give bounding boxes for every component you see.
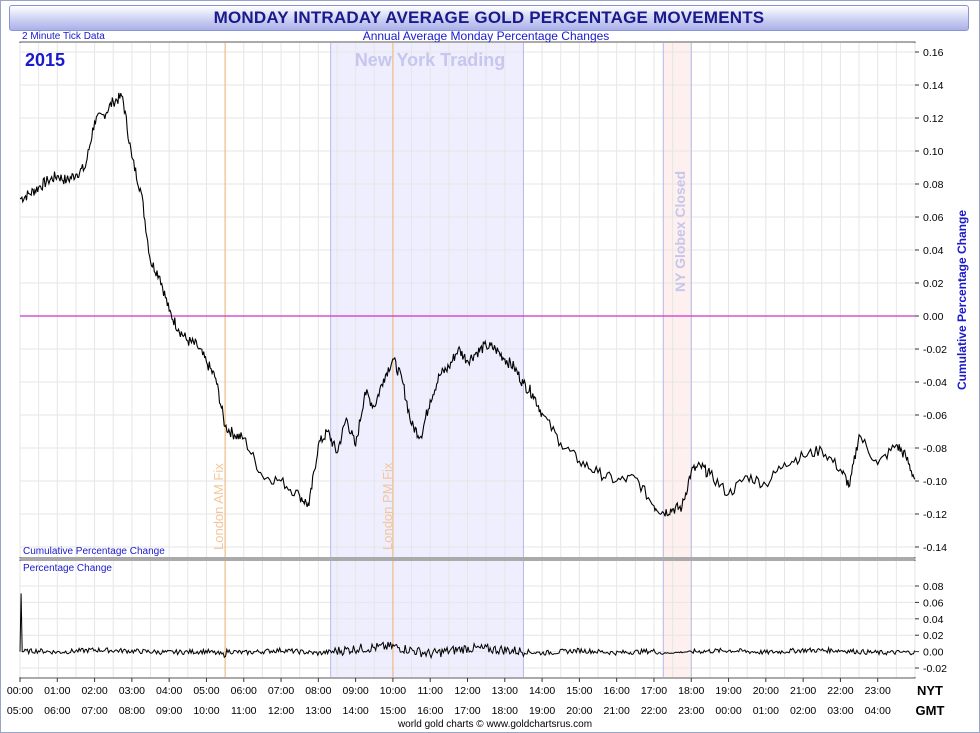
x-tick-label-gmt: 14:00 [342,705,368,717]
credit-label: world gold charts © www.goldchartsrus.co… [397,719,592,730]
x-tick-label-gmt: 23:00 [678,705,704,717]
x-tick-label-gmt: 10:00 [193,705,219,717]
x-axis-gmt: 05:00 06:00 07:00 08:00 09:00 10:00 11:00 12:00… [7,705,891,717]
x-tick-label-gmt: 00:00 [715,705,741,717]
x-tick-label-nyt: 11:00 [417,685,443,697]
y-tick-label: 0.06 [923,212,944,224]
y-tick-label: -0.04 [923,377,947,389]
x-tick-label-gmt: 20:00 [566,705,592,717]
x-tick-label-gmt: 06:00 [44,705,70,717]
x-tick-label-nyt: 15:00 [566,685,592,697]
band-edges [330,43,692,677]
x-tick-label-gmt: 02:00 [790,705,816,717]
chart-subtitle: Annual Average Monday Percentage Changes [363,29,610,43]
y-tick-label: -0.12 [923,509,947,521]
globex-closed-band [663,43,692,557]
x-tick-label-nyt: 21:00 [790,685,816,697]
nyt-label: NYT [917,683,943,698]
percentage-series-line [19,593,916,660]
x-tick-label-nyt: 07:00 [268,685,294,697]
y-tick-label: 0.10 [923,146,944,158]
x-tick-label-gmt: 19:00 [529,705,555,717]
y-tick-label-lower: 0.06 [923,597,944,609]
gmt-label: GMT [916,703,945,718]
y-tick-label: 0.08 [923,179,944,191]
x-tick-label-nyt: 16:00 [604,685,630,697]
fix-lines [224,43,394,677]
y-axis-top: 0.16 0.14 0.12 0.10 0.08 0.06 0.04 0.02 0.00 -0.0… [915,47,947,554]
x-axis-nyt: 00:00 01:00 02:00 03:00 04:00 05:00 06:00 07:00… [7,678,891,697]
title-bar: MONDAY INTRADAY AVERAGE GOLD PERCENTAGE … [9,5,969,31]
x-tick-label-nyt: 19:00 [715,685,741,697]
year-label: 2015 [25,50,65,70]
x-tick-label-nyt: 09:00 [342,685,368,697]
x-tick-label-nyt: 06:00 [231,685,257,697]
x-tick-label-gmt: 16:00 [417,705,443,717]
x-tick-label-nyt: 23:00 [865,685,891,697]
bottom-panel-label: Percentage Change [23,563,112,574]
x-tick-label-nyt: 12:00 [454,685,480,697]
y-tick-label: -0.10 [923,476,947,488]
x-tick-label-nyt: 17:00 [641,685,667,697]
x-tick-label-gmt: 09:00 [156,705,182,717]
x-tick-label-gmt: 07:00 [81,705,107,717]
y-tick-label-lower: -0.02 [923,663,947,675]
ny-trading-band [330,43,524,557]
x-tick-label-nyt: 22:00 [827,685,853,697]
x-tick-label-gmt: 12:00 [268,705,294,717]
chart-title: MONDAY INTRADAY AVERAGE GOLD PERCENTAGE … [213,8,765,27]
y-tick-label-lower: 0.08 [923,581,944,593]
y-tick-label-lower: 0.04 [923,614,944,626]
x-tick-label-gmt: 17:00 [454,705,480,717]
x-tick-label-nyt: 04:00 [156,685,182,697]
x-tick-label-gmt: 22:00 [641,705,667,717]
x-tick-label-nyt: 18:00 [678,685,704,697]
x-tick-label-nyt: 02:00 [81,685,107,697]
y-tick-label: 0.14 [923,80,944,92]
x-tick-label-nyt: 10:00 [380,685,406,697]
y-tick-label-lower: 0.02 [923,630,944,642]
ny-trading-label: New York Trading [355,50,505,70]
y-axis-bottom: 0.08 0.06 0.04 0.02 0.00 -0.02 [915,581,947,675]
right-axis-label: Cumulative Percentage Change [955,210,969,390]
x-tick-label-gmt: 18:00 [492,705,518,717]
x-tick-label-gmt: 21:00 [604,705,630,717]
x-tick-label-gmt: 01:00 [753,705,779,717]
x-tick-label-nyt: 01:00 [44,685,70,697]
x-tick-label-nyt: 14:00 [529,685,555,697]
y-tick-label: -0.06 [923,410,947,422]
y-tick-label: 0.12 [923,113,944,125]
x-tick-label-nyt: 03:00 [119,685,145,697]
y-tick-label: -0.14 [923,542,947,554]
x-tick-label-nyt: 20:00 [753,685,779,697]
am-fix-label: London AM Fix [211,463,226,550]
x-tick-label-gmt: 04:00 [865,705,891,717]
y-tick-label: 0.02 [923,278,944,290]
y-tick-label: -0.08 [923,443,947,455]
x-tick-label-nyt: 13:00 [492,685,518,697]
x-tick-label-gmt: 08:00 [119,705,145,717]
tick-data-label: 2 Minute Tick Data [22,31,105,42]
cumulative-series-line [19,92,916,517]
y-tick-label: 0.00 [923,311,944,323]
x-tick-label-nyt: 08:00 [305,685,331,697]
y-tick-label: 0.16 [923,47,944,59]
x-tick-label-gmt: 15:00 [380,705,406,717]
x-tick-label-gmt: 11:00 [231,705,257,717]
x-tick-label-gmt: 05:00 [7,705,33,717]
x-tick-label-gmt: 13:00 [305,705,331,717]
y-tick-label-lower: 0.00 [923,647,944,659]
pm-fix-label: London PM Fix [380,462,395,550]
y-tick-label: 0.04 [923,245,944,257]
x-tick-label-nyt: 00:00 [7,685,33,697]
y-tick-label: -0.02 [923,344,947,356]
top-panel-label: Cumulative Percentage Change [23,546,165,557]
x-tick-label-nyt: 05:00 [193,685,219,697]
x-tick-label-gmt: 03:00 [827,705,853,717]
globex-closed-label: NY Globex Closed [672,171,688,292]
